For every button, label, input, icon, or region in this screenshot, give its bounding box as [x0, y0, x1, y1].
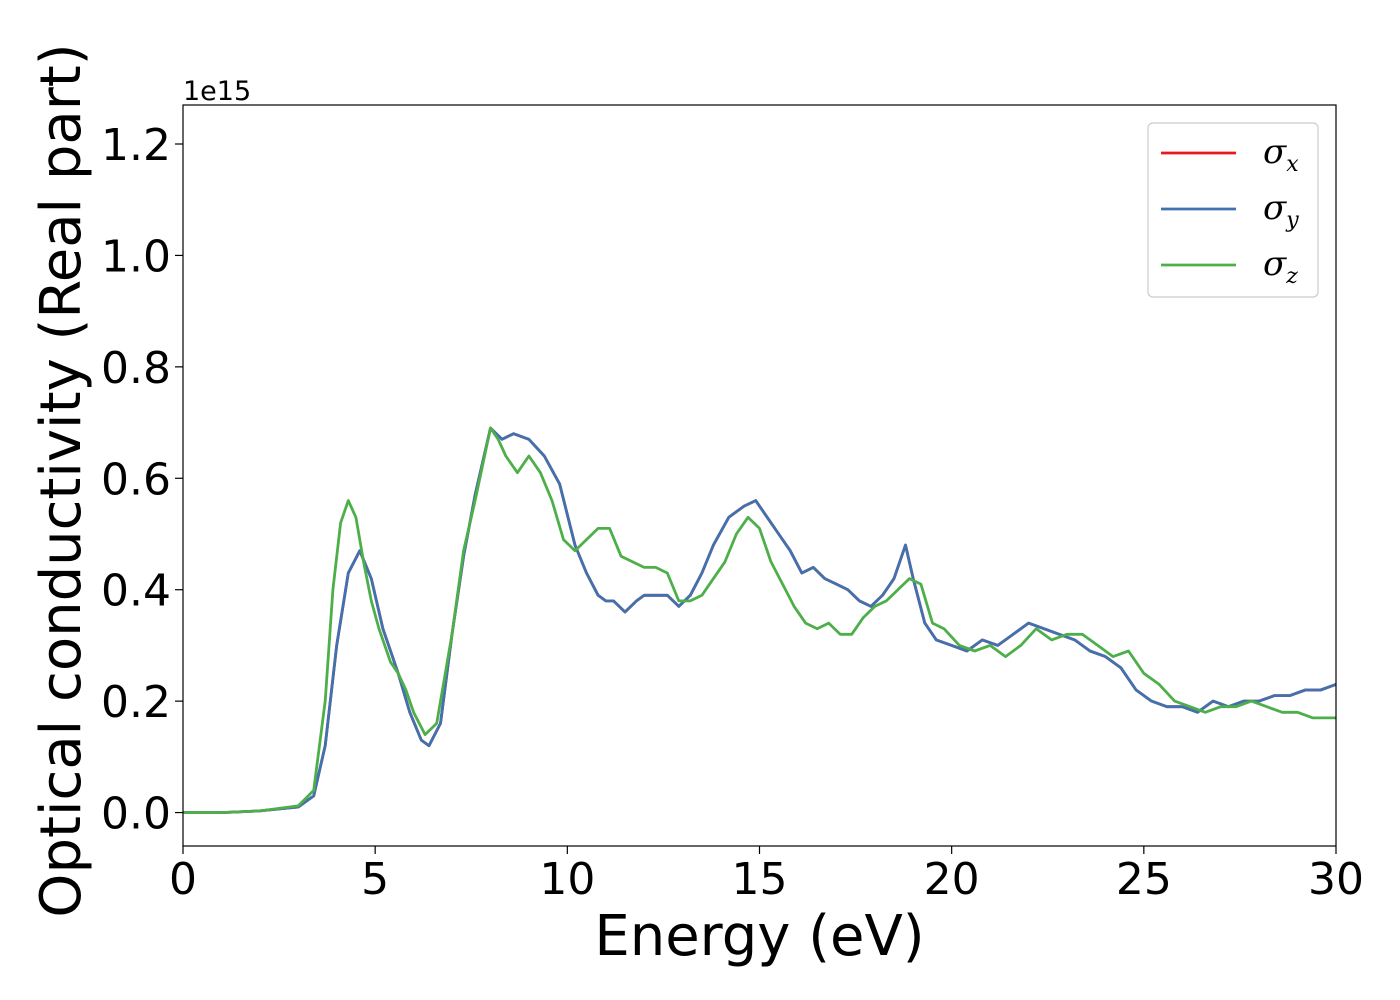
series-line-z: [183, 426, 1336, 814]
x-tick-label: 10: [539, 854, 595, 905]
y-axis-label: Optical conductivity (Real part): [29, 43, 94, 917]
x-tick-label: 5: [361, 854, 389, 905]
y-tick-label: 0.2: [101, 677, 171, 728]
x-tick-label: 30: [1308, 854, 1364, 905]
x-tick-label: 20: [924, 854, 980, 905]
series-line-y: [183, 426, 1336, 814]
x-axis-label: Energy (eV): [594, 904, 924, 969]
y-tick-label: 1.2: [101, 120, 171, 171]
axis-ticks-layer: 0 5 10 15 20 25 30 0.0 0.2 0.4 0.6 0.8 1.0 1.2: [101, 120, 1364, 905]
x-tick-label: 0: [169, 854, 197, 905]
y-axis-offset-text: 1e15: [183, 76, 251, 107]
x-tick-label: 15: [732, 854, 788, 905]
y-tick-label: 1.0: [101, 231, 171, 282]
series-lines-layer: [183, 426, 1336, 814]
y-tick-label: 0.8: [101, 343, 171, 394]
x-tick-label: 25: [1116, 854, 1172, 905]
y-tick-label: 0.4: [101, 566, 171, 617]
plot-area-frame: [182, 104, 1337, 847]
y-tick-label: 0.6: [101, 454, 171, 505]
y-tick-label: 0.0: [101, 789, 171, 840]
